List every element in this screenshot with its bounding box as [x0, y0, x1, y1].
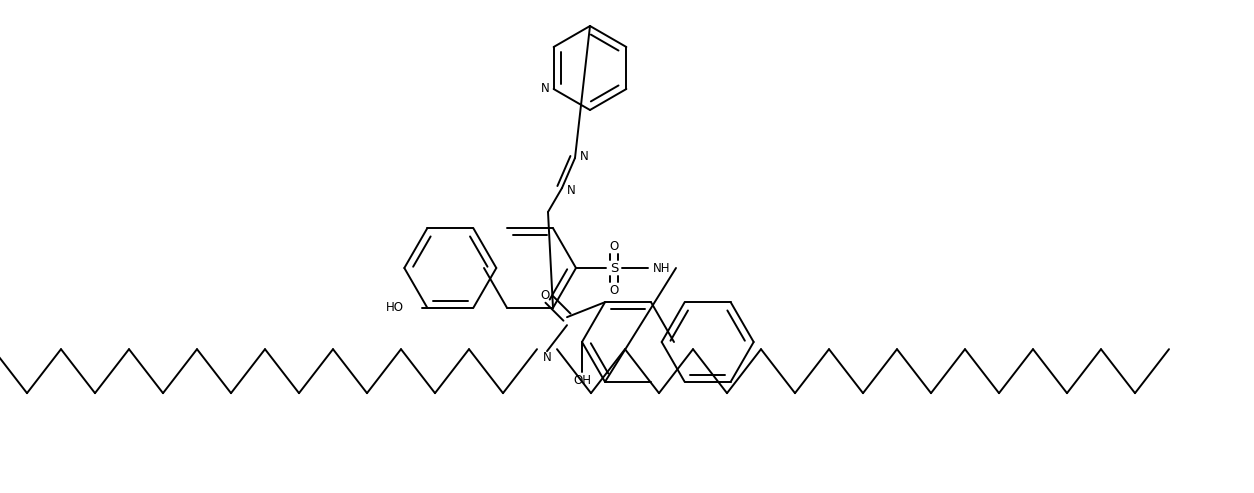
Text: HO: HO [386, 301, 404, 315]
Text: S: S [609, 261, 618, 275]
Text: OH: OH [573, 374, 591, 387]
Text: O: O [609, 240, 618, 252]
Text: O: O [540, 289, 549, 302]
Text: N: N [567, 183, 576, 197]
Text: N: N [543, 351, 552, 364]
Text: N: N [542, 82, 551, 96]
Text: NH: NH [653, 261, 671, 275]
Text: N: N [579, 149, 588, 163]
Text: O: O [609, 283, 618, 296]
